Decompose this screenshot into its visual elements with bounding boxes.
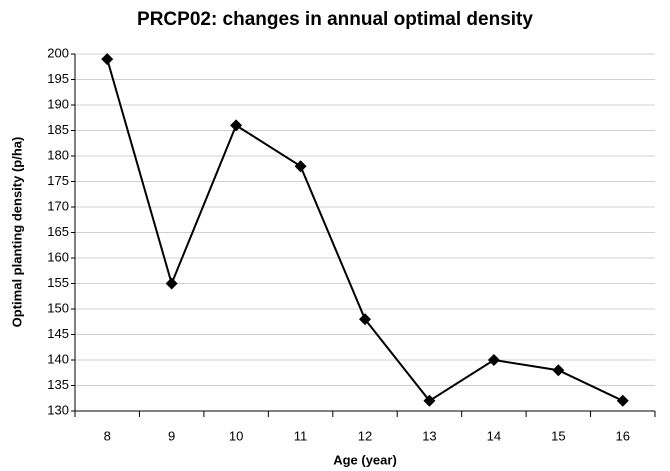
x-tick-label: 13 xyxy=(422,428,436,443)
y-tick-label: 170 xyxy=(47,198,69,213)
y-tick-label: 160 xyxy=(47,249,69,264)
marker xyxy=(294,160,307,173)
y-tick-label: 180 xyxy=(47,147,69,162)
x-tick-label: 15 xyxy=(551,428,565,443)
x-tick-label: 8 xyxy=(104,428,111,443)
y-tick-label: 190 xyxy=(47,96,69,111)
marker xyxy=(165,277,178,290)
x-tick-label: 14 xyxy=(487,428,501,443)
y-tick-label: 150 xyxy=(47,300,69,315)
y-tick-label: 140 xyxy=(47,351,69,366)
x-axis-label: Age (year) xyxy=(333,452,397,467)
y-tick-label: 165 xyxy=(47,224,69,239)
y-tick-label: 195 xyxy=(47,71,69,86)
marker xyxy=(616,394,629,407)
y-tick-label: 130 xyxy=(47,402,69,417)
marker xyxy=(487,354,500,366)
x-tick-label: 12 xyxy=(358,428,372,443)
y-tick-label: 145 xyxy=(47,326,69,341)
x-tick-label: 11 xyxy=(294,428,308,443)
marker xyxy=(230,119,243,132)
y-tick-label: 175 xyxy=(47,173,69,188)
marker xyxy=(101,53,114,66)
data-line xyxy=(106,58,624,403)
y-tick-label: 200 xyxy=(47,45,69,60)
x-tick-label: 10 xyxy=(229,428,243,443)
y-tick-label: 185 xyxy=(47,122,69,137)
y-tick-label: 135 xyxy=(47,377,69,392)
marker xyxy=(423,394,436,407)
y-axis-label: Optimal planting density (p/ha) xyxy=(9,137,24,328)
chart-title: PRCP02: changes in annual optimal densit… xyxy=(137,9,533,30)
marker xyxy=(359,313,371,326)
x-tick-label: 16 xyxy=(616,428,630,443)
marker xyxy=(552,364,565,377)
y-tick-label: 155 xyxy=(47,275,69,290)
x-tick-label: 9 xyxy=(168,428,175,443)
